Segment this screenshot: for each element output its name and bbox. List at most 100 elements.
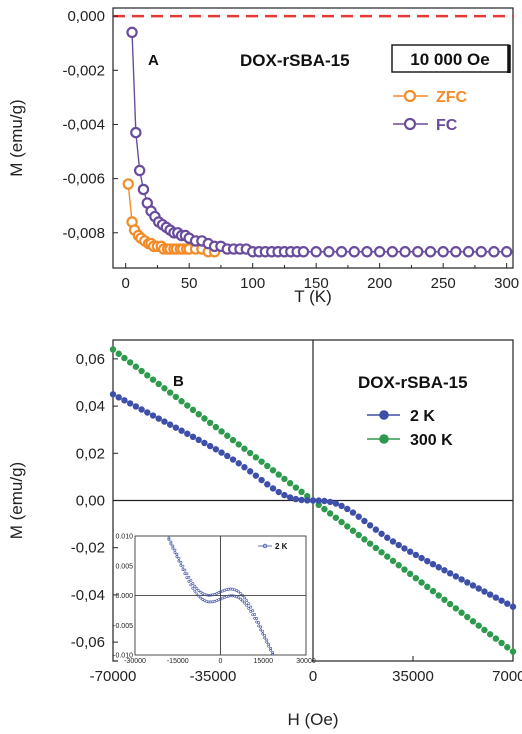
x-tick-label: 35000 bbox=[392, 668, 434, 685]
legend-marker bbox=[379, 434, 389, 444]
data-point-300k bbox=[458, 609, 465, 616]
inset-data-point bbox=[173, 550, 177, 554]
inset-data-point bbox=[269, 648, 273, 652]
inset-data-point bbox=[261, 632, 265, 636]
data-point-300k bbox=[435, 592, 442, 599]
data-point-300k bbox=[172, 393, 180, 401]
inset-data-point bbox=[271, 651, 275, 654]
data-point-300k bbox=[372, 544, 380, 552]
data-point-2k bbox=[441, 567, 448, 574]
inset-data-point bbox=[171, 546, 175, 550]
data-point-2k bbox=[161, 418, 168, 425]
data-point-2k bbox=[395, 541, 402, 549]
inset-legend-marker bbox=[262, 543, 268, 549]
inset-data-point bbox=[185, 572, 189, 576]
data-point-2k bbox=[195, 436, 202, 444]
x-tick-label: -70000 bbox=[90, 668, 137, 685]
legend-marker bbox=[379, 410, 389, 420]
inset-data-point bbox=[169, 542, 173, 546]
inset-data-point bbox=[193, 584, 197, 588]
y-tick-label: -0,06 bbox=[71, 634, 105, 651]
data-point-fc bbox=[297, 246, 310, 258]
data-point-300k bbox=[486, 631, 494, 638]
data-point-2k bbox=[475, 585, 482, 592]
y-tick-label: -0,02 bbox=[71, 540, 105, 557]
data-point-300k bbox=[481, 626, 488, 634]
data-point-fc bbox=[488, 246, 500, 258]
data-point-300k bbox=[469, 618, 477, 625]
data-point-2k bbox=[492, 594, 500, 601]
data-point-fc bbox=[462, 246, 475, 258]
data-point-2k bbox=[458, 576, 465, 583]
data-point-2k bbox=[469, 582, 477, 589]
inset-data-point bbox=[189, 579, 193, 582]
data-point-2k bbox=[178, 427, 185, 434]
data-point-2k bbox=[286, 494, 294, 501]
data-point-2k bbox=[504, 600, 511, 607]
data-point-2k bbox=[304, 497, 311, 504]
inset-data-point bbox=[237, 590, 241, 594]
x-tick-label: 200 bbox=[367, 275, 392, 292]
data-point-fc bbox=[373, 246, 386, 258]
inset-data-point bbox=[259, 625, 263, 629]
data-point-fc bbox=[412, 246, 424, 258]
data-point-300k bbox=[332, 514, 340, 521]
inset-data-point bbox=[167, 538, 171, 542]
inset-data-point bbox=[243, 596, 247, 600]
data-point-2k bbox=[452, 573, 460, 580]
data-point-300k bbox=[452, 605, 460, 612]
inset-x-tick-label: 30000 bbox=[296, 658, 316, 665]
inset-x-tick-label: -15000 bbox=[167, 658, 189, 665]
data-point-300k bbox=[361, 536, 368, 543]
x-tick-label: 300 bbox=[494, 275, 519, 292]
inset-data-point bbox=[189, 583, 193, 587]
inset-data-point bbox=[235, 589, 239, 592]
data-point-300k bbox=[441, 596, 448, 603]
y-tick-label: -0,04 bbox=[71, 587, 105, 604]
data-point-300k bbox=[224, 432, 231, 439]
data-point-2k bbox=[155, 415, 162, 422]
inset-data-point bbox=[181, 564, 185, 568]
panel-a-frame bbox=[112, 7, 514, 269]
data-point-2k bbox=[326, 498, 334, 506]
legend-label: 2 K bbox=[410, 408, 435, 425]
data-point-300k bbox=[475, 622, 482, 629]
inset-data-point bbox=[249, 605, 253, 609]
data-point-300k bbox=[366, 540, 374, 547]
data-point-fc bbox=[475, 246, 487, 258]
inset-data-point bbox=[257, 621, 261, 625]
data-point-2k bbox=[321, 497, 328, 505]
inset-y-tick-label: 0.005 bbox=[115, 563, 133, 570]
inset-data-point bbox=[245, 604, 249, 607]
data-point-2k bbox=[406, 548, 414, 555]
sample-name-b: DOX-rSBA-15 bbox=[358, 373, 468, 392]
x-axis-label: H (Oe) bbox=[288, 710, 339, 729]
inset-data-point bbox=[239, 592, 243, 595]
sample-name-a: DOX-rSBA-15 bbox=[240, 51, 350, 70]
inset-data-point bbox=[167, 536, 171, 540]
data-point-2k bbox=[366, 522, 374, 529]
data-point-fc bbox=[424, 246, 437, 258]
data-point-300k bbox=[144, 372, 151, 379]
data-point-fc bbox=[130, 126, 142, 139]
y-axis-label: M (emu/g) bbox=[7, 99, 26, 176]
data-point-2k bbox=[235, 460, 242, 467]
data-point-300k bbox=[155, 380, 162, 388]
data-point-300k bbox=[292, 484, 300, 491]
inset-data-point bbox=[245, 599, 249, 603]
inset-x-tick-label: 0 bbox=[219, 658, 223, 665]
data-point-300k bbox=[326, 510, 334, 517]
data-point-300k bbox=[264, 462, 271, 470]
data-point-300k bbox=[149, 376, 157, 383]
data-point-fc bbox=[137, 183, 150, 196]
data-point-2k bbox=[464, 579, 471, 586]
x-tick-label: -35000 bbox=[190, 668, 237, 685]
data-point-2k bbox=[252, 472, 260, 479]
inset-x-tick-label: -30000 bbox=[124, 658, 146, 665]
inset-data-point bbox=[199, 596, 203, 600]
inset-y-tick-label: -0.010 bbox=[113, 653, 133, 660]
data-point-2k bbox=[269, 485, 277, 492]
x-tick-label: 70000 bbox=[492, 668, 522, 685]
data-point-2k bbox=[486, 591, 494, 598]
data-point-2k bbox=[498, 597, 505, 604]
